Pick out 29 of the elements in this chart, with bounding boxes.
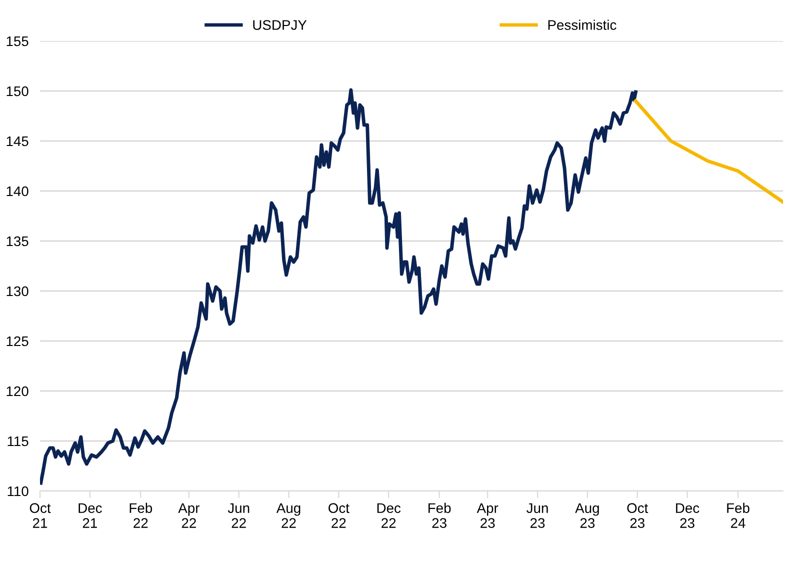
y-tick-label: 130 bbox=[6, 286, 28, 296]
x-tick-label: Feb 23 bbox=[428, 502, 451, 528]
y-tick-label: 145 bbox=[6, 136, 28, 146]
y-tick-label: 120 bbox=[6, 386, 28, 396]
x-tick-label: Oct 22 bbox=[328, 503, 350, 528]
x-tick-label: Oct 23 bbox=[627, 503, 648, 528]
legend-label: Pessimistic bbox=[548, 20, 616, 30]
x-tick-label: Oct 21 bbox=[30, 503, 51, 528]
x-tick-label: Jun 22 bbox=[228, 503, 250, 528]
line-series bbox=[634, 99, 783, 204]
y-tick-label: 125 bbox=[6, 336, 28, 346]
x-tick-label: Feb 22 bbox=[130, 502, 152, 528]
y-tick-label: 155 bbox=[6, 36, 28, 46]
x-tick-label: Feb 24 bbox=[727, 502, 750, 528]
y-tick-label: 140 bbox=[6, 186, 28, 196]
x-tick-label: Jun 23 bbox=[526, 503, 548, 528]
legend-label: USDPJY bbox=[253, 20, 307, 30]
x-tick-label: Dec 23 bbox=[676, 503, 700, 528]
x-tick-label: Aug 22 bbox=[276, 503, 300, 528]
y-tick-label: 115 bbox=[8, 436, 28, 446]
line-series bbox=[40, 88, 638, 485]
x-tick-label: Apr 22 bbox=[178, 503, 200, 528]
x-tick-label: Dec 22 bbox=[377, 503, 401, 528]
y-tick-label: 150 bbox=[6, 86, 28, 96]
x-tick-label: Apr 23 bbox=[476, 503, 498, 528]
x-tick-label: Aug 23 bbox=[575, 503, 599, 528]
x-tick-label: Dec 21 bbox=[78, 503, 102, 528]
y-tick-label: 110 bbox=[8, 486, 28, 496]
y-tick-label: 135 bbox=[6, 236, 28, 246]
